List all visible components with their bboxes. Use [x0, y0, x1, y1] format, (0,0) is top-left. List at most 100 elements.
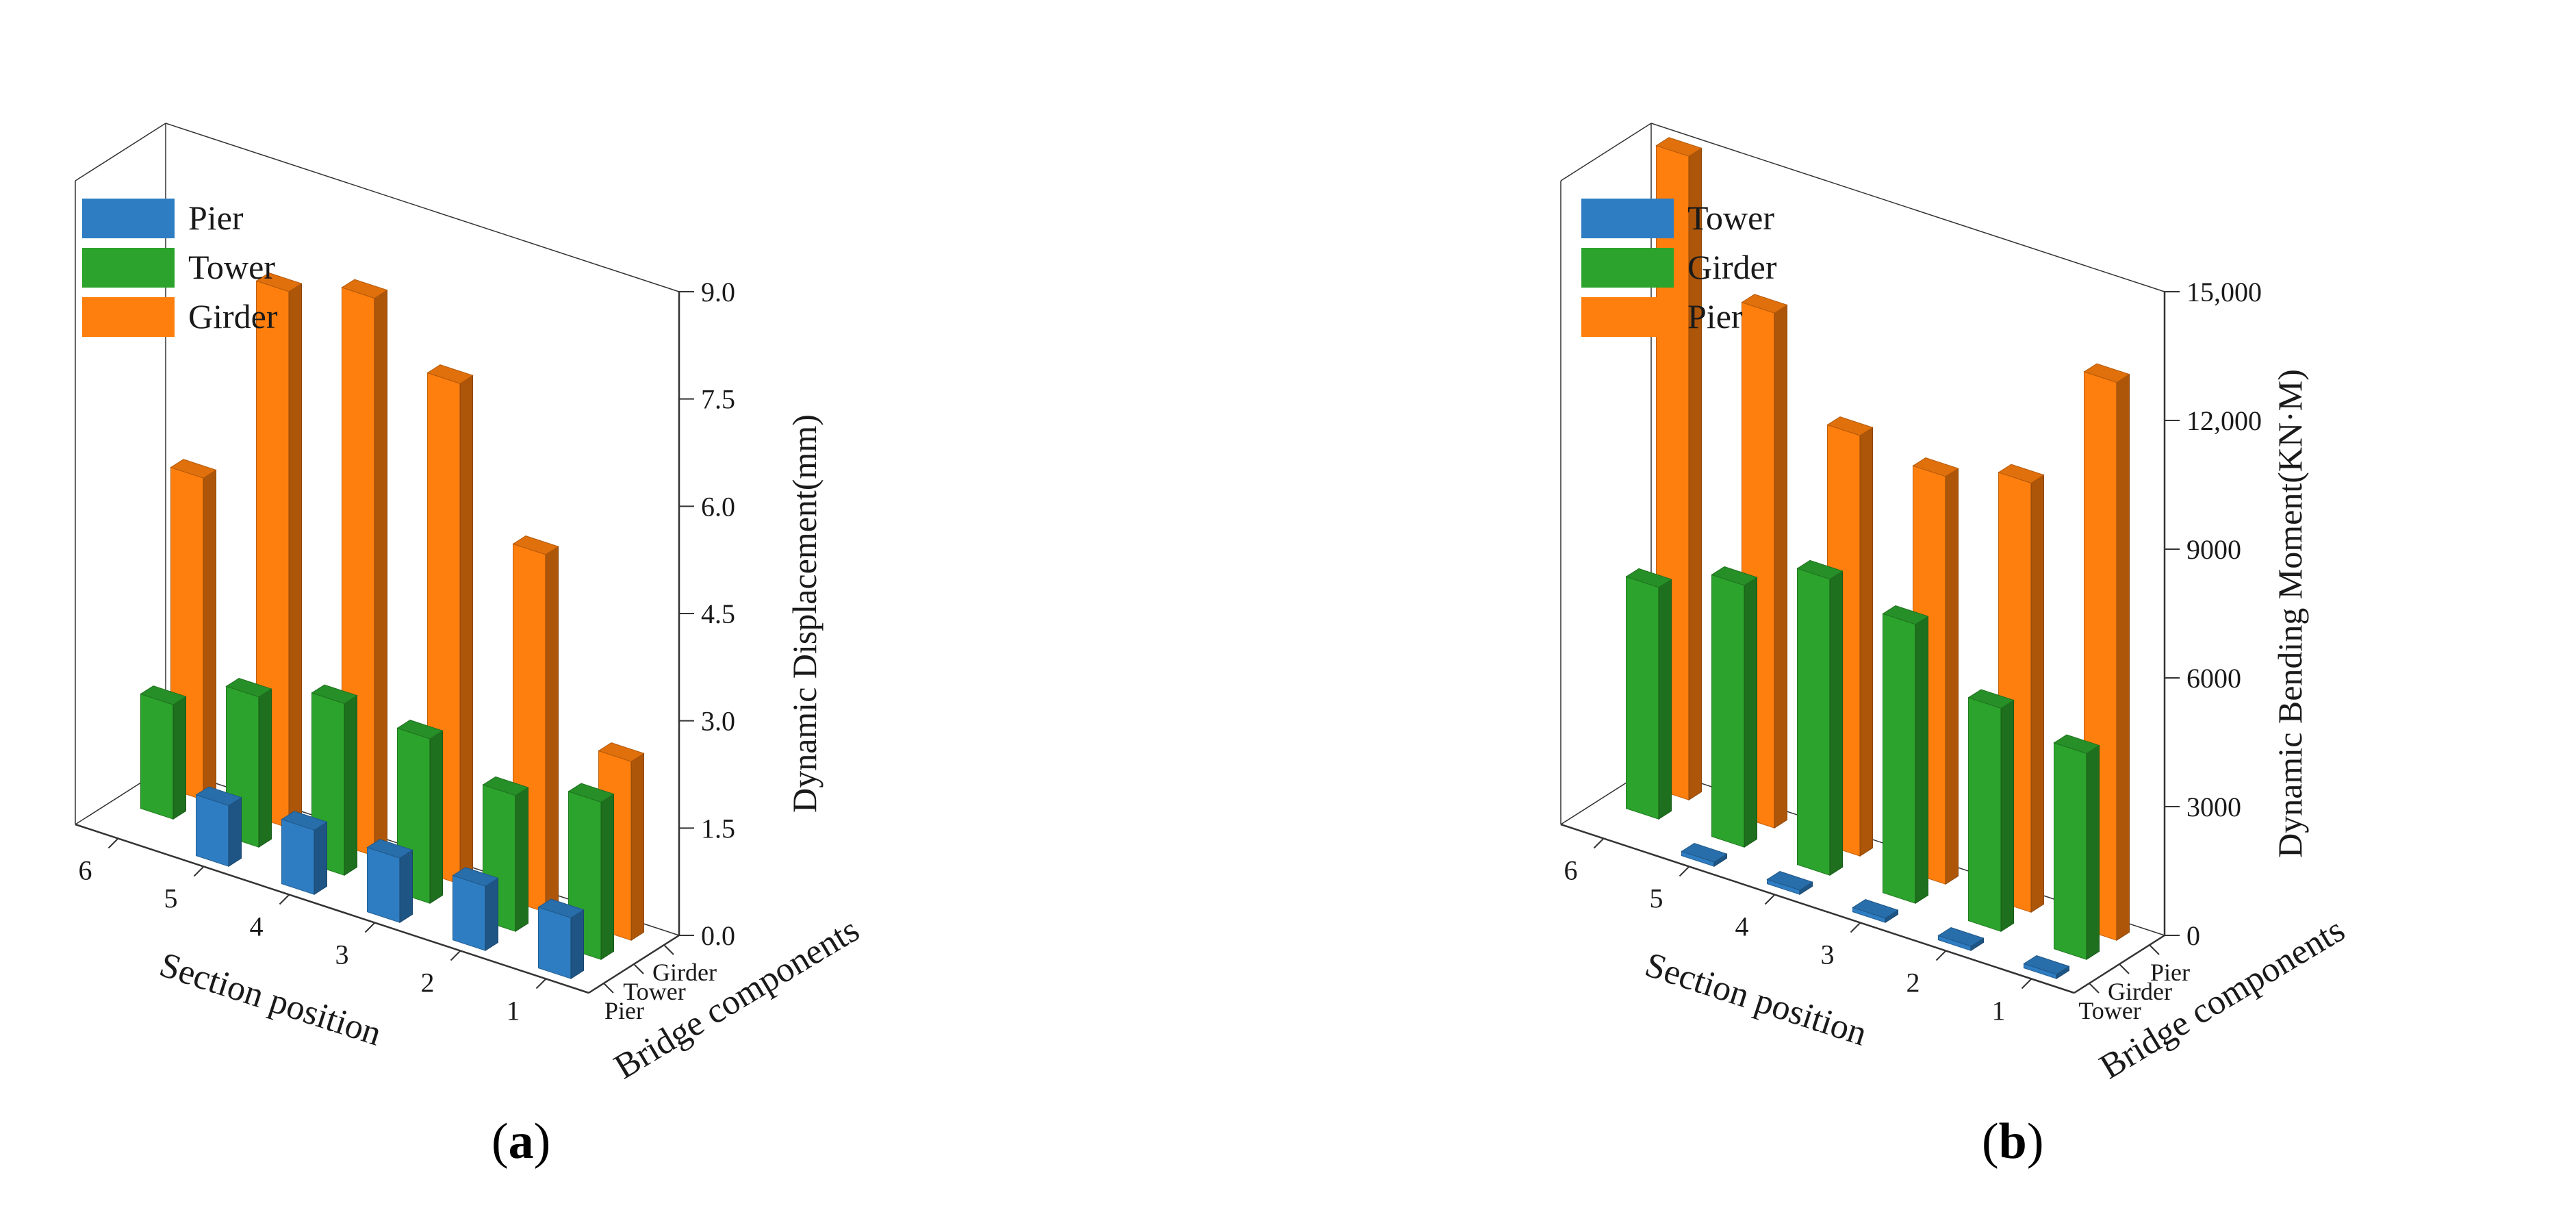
section-axis-label: Section position [155, 945, 386, 1053]
bar-front-face [2054, 742, 2087, 960]
legend-label-girder: Girder [1687, 248, 1777, 286]
section-tick [1593, 837, 1605, 849]
z-tick-label: 9000 [2186, 534, 2241, 565]
bar-pier-section-5 [195, 786, 242, 868]
section-tick [193, 866, 205, 877]
bar-front-face [538, 907, 572, 979]
bar-top-face [452, 867, 499, 887]
z-tick-label: 0 [2186, 920, 2200, 951]
bar-side-face [1658, 579, 1672, 820]
top-back-edge [1560, 123, 1652, 181]
bar-top-face [1681, 843, 1728, 863]
section-tick-label: 1 [1992, 996, 2006, 1026]
bar-top-face [1967, 689, 2015, 709]
bar-girder-section-3 [1882, 605, 1929, 905]
bar-top-face [140, 685, 187, 705]
bar-side-face [1829, 570, 1843, 876]
component-tick-label: Pier [604, 997, 644, 1024]
z-tick-label: 15,000 [2186, 277, 2262, 307]
bars [1625, 137, 2130, 980]
section-tick-label: 4 [1735, 911, 1749, 942]
section-tick-label: 1 [507, 996, 520, 1026]
z-axis-label: Dynamic Displacement(mm) [785, 414, 824, 813]
section-tick-label: 3 [1821, 939, 1835, 970]
bar-top-face [1937, 927, 1985, 947]
top-right-edge [1650, 123, 2165, 292]
bar-top-face [1625, 568, 1672, 588]
bar-side-face [344, 694, 357, 876]
component-tick [603, 983, 614, 994]
bar-side-face [630, 753, 644, 942]
bar-top-face [170, 459, 217, 479]
legend-label-girder: Girder [188, 297, 278, 336]
component-tick-label: Tower [2078, 997, 2141, 1024]
bar-front-face [140, 693, 174, 820]
bar-tower-section-3 [1852, 899, 1899, 924]
bar-tower-section-2 [1937, 927, 1985, 952]
legend-swatch-tower [1581, 199, 1674, 238]
section-tick-label: 5 [1650, 883, 1663, 914]
bar-side-face [515, 787, 528, 933]
top-right-edge [165, 123, 680, 292]
bar-top-face [195, 786, 242, 806]
bar-side-face [1774, 304, 1787, 829]
bar-pier-section-2 [452, 867, 499, 952]
bar-top-face [598, 742, 645, 762]
section-tick [1679, 866, 1690, 877]
z-tick-label: 6.0 [701, 491, 735, 522]
bar-top-face [1796, 559, 1844, 580]
z-tick-label: 1.5 [701, 813, 735, 844]
panel-label-a: (a) [492, 1113, 551, 1170]
section-axis-label: Section position [1640, 945, 1872, 1053]
legend-label-tower: Tower [1687, 199, 1774, 237]
bar-girder-section-6 [1625, 568, 1672, 820]
bar-side-face [1945, 468, 1959, 885]
section-tick [364, 922, 376, 933]
bar-girder-section-2 [1967, 689, 2015, 933]
bar-front-face [452, 874, 486, 951]
legend-swatch-pier [82, 199, 175, 238]
panel-label-b: (b) [1982, 1113, 2044, 1170]
bar-top-face [255, 272, 303, 292]
bar-side-face [2086, 744, 2100, 961]
bar-girder-section-5 [1711, 566, 1758, 848]
component-tick-label: Girder [652, 959, 717, 986]
section-tick-label: 2 [1907, 968, 1920, 998]
bar-top-face [1741, 294, 1788, 314]
section-tick [107, 837, 119, 849]
component-tick-label: Girder [2108, 978, 2172, 1005]
component-tick [633, 963, 644, 974]
bar-front-face [367, 846, 400, 923]
bar-top-face [225, 677, 272, 698]
bar-top-face [311, 684, 358, 705]
bar-side-face [1915, 616, 1928, 905]
bar-top-face [2053, 734, 2100, 754]
chart-a: 0.0 1.5 3.0 4.5 6.0 7.5 9.0 Dynamic Displacemen… [75, 123, 866, 1087]
bar-side-face [545, 546, 559, 913]
legend-swatch-girder [82, 297, 175, 337]
bar-side-face [600, 793, 614, 961]
section-tick-label: 6 [1564, 855, 1578, 886]
bar-front-face [1883, 613, 1916, 904]
bar-pier-section-4 [281, 811, 328, 896]
legend-swatch-pier [1581, 297, 1674, 337]
bar-top-face [537, 898, 585, 918]
bar-top-face [2023, 955, 2070, 975]
bar-pier-section-1 [537, 898, 585, 980]
legend: Pier Tower Girder [82, 199, 278, 337]
component-tick [2119, 963, 2130, 974]
bar-top-face [1766, 871, 1813, 891]
bar-front-face [281, 818, 315, 895]
component-tick-label: Pier [2150, 959, 2190, 986]
x-axis-line [75, 823, 589, 994]
z-tick-label: 9.0 [701, 277, 735, 307]
bar-side-face [288, 283, 302, 829]
section-tick [279, 894, 290, 905]
legend-label-pier: Pier [1687, 297, 1743, 336]
section-tick [1764, 894, 1776, 905]
section-tick [450, 950, 461, 961]
bar-top-face [1882, 605, 1929, 625]
bar-top-face [1711, 566, 1758, 586]
bar-front-face [1797, 568, 1831, 876]
bar-side-face [314, 821, 327, 896]
